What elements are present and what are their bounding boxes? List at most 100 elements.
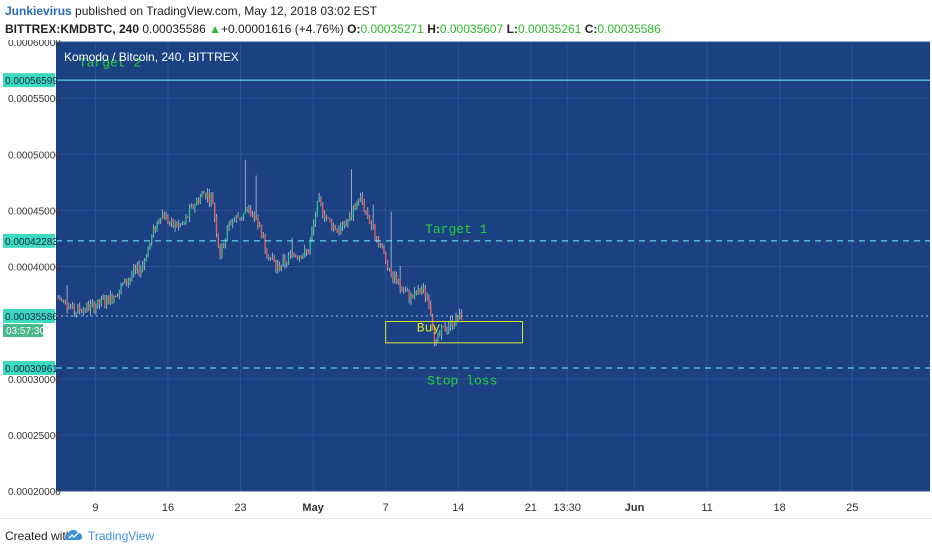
candle-body bbox=[205, 192, 207, 199]
candle-body bbox=[424, 287, 427, 298]
symbol-label: BITTREX:KMDBTC, 240 bbox=[5, 22, 140, 36]
candle-body bbox=[221, 243, 223, 258]
candle-body bbox=[273, 258, 275, 262]
time-axis[interactable] bbox=[0, 491, 932, 518]
price-tick-label: 0.00060000 bbox=[8, 40, 61, 49]
candle-body bbox=[437, 334, 439, 340]
candle-body bbox=[383, 247, 385, 253]
time-tick-label: 13:30 bbox=[553, 502, 581, 514]
candle-body bbox=[100, 298, 102, 305]
candle-body bbox=[179, 223, 182, 225]
time-tick-label: 16 bbox=[162, 502, 174, 514]
published-text: published on TradingView.com, May 12, 20… bbox=[75, 4, 378, 18]
candle-body bbox=[368, 216, 371, 223]
candle-body bbox=[170, 219, 173, 223]
candle-body bbox=[203, 192, 205, 194]
candle-body bbox=[257, 215, 259, 225]
candle-body bbox=[318, 197, 320, 201]
candle-body bbox=[69, 307, 72, 309]
candle-body bbox=[102, 298, 104, 300]
candle-body bbox=[422, 287, 425, 290]
candle-body bbox=[116, 295, 119, 297]
candle-body bbox=[395, 274, 398, 284]
candle-body bbox=[298, 256, 301, 259]
time-tick-label: Jun bbox=[625, 502, 645, 514]
candle-body bbox=[415, 291, 418, 295]
tradingview-link[interactable]: TradingView bbox=[88, 529, 155, 543]
candle-body bbox=[269, 257, 272, 259]
candle-body bbox=[435, 339, 437, 343]
candle-body bbox=[167, 215, 169, 223]
price-tick-label: 0.00020000 bbox=[8, 487, 61, 498]
price-chart[interactable]: 0.00056599 0.00042283 0.00030961 0.00035586… bbox=[0, 40, 932, 518]
countdown-text: 03:57:30 bbox=[6, 326, 45, 337]
candle-body bbox=[172, 219, 175, 228]
price-axis[interactable] bbox=[0, 42, 56, 491]
candle-body bbox=[392, 275, 394, 280]
candle-body bbox=[361, 196, 364, 203]
candle-body bbox=[377, 237, 380, 247]
candle-body bbox=[323, 214, 326, 218]
time-tick-label: 7 bbox=[383, 502, 389, 514]
candle-body bbox=[77, 306, 79, 313]
candle-body bbox=[219, 246, 221, 258]
candle-body bbox=[214, 204, 216, 218]
author-link[interactable]: Junkievirus bbox=[5, 4, 72, 18]
candle-body bbox=[329, 217, 331, 221]
candle-body bbox=[311, 230, 313, 241]
candle-body bbox=[87, 304, 90, 311]
candle-body bbox=[233, 219, 236, 221]
candle-body bbox=[232, 220, 234, 224]
candle-body bbox=[140, 268, 142, 274]
candle-body bbox=[350, 215, 353, 218]
price-label-text: 0.00042283 bbox=[5, 237, 58, 248]
horizontal-lines[interactable]: 0.00056599 0.00042283 0.00030961 0.00035586… bbox=[3, 73, 930, 375]
annotation-label: Stop loss bbox=[427, 373, 497, 388]
candle-body bbox=[401, 289, 403, 291]
candle-body bbox=[253, 214, 256, 220]
countdown-box bbox=[3, 324, 43, 338]
candle-body bbox=[73, 304, 75, 313]
candle-body bbox=[331, 220, 333, 229]
candle-body bbox=[152, 227, 155, 236]
candle-body bbox=[451, 319, 454, 327]
candle-body bbox=[264, 235, 266, 249]
candle-body bbox=[141, 265, 144, 269]
candle-body bbox=[113, 296, 115, 302]
candle-body bbox=[455, 315, 457, 325]
candle-body bbox=[419, 287, 421, 293]
candle-body bbox=[278, 264, 281, 271]
footer: Created with TradingView bbox=[0, 518, 932, 551]
candle-body bbox=[163, 213, 166, 220]
candle-body bbox=[118, 289, 120, 296]
candle-body bbox=[75, 312, 77, 314]
candle-body bbox=[386, 260, 389, 270]
candle-body bbox=[372, 223, 374, 226]
close-value: 0.00035586 bbox=[597, 22, 661, 36]
candle-body bbox=[237, 215, 239, 218]
candle-body bbox=[399, 280, 401, 290]
candle-body bbox=[224, 238, 227, 247]
candle-body bbox=[440, 326, 443, 336]
candle-body bbox=[268, 255, 270, 259]
time-tick-label: 14 bbox=[452, 502, 464, 514]
candle-body bbox=[340, 226, 342, 234]
candle-body bbox=[394, 274, 396, 280]
candle-body bbox=[259, 224, 261, 226]
tradingview-cloud-icon bbox=[65, 530, 82, 540]
price-change: +0.00001616 (+4.76%) bbox=[221, 22, 344, 36]
candle-body bbox=[246, 208, 248, 211]
candle-body bbox=[59, 298, 61, 301]
candle-body bbox=[241, 216, 243, 219]
candle-body bbox=[345, 223, 347, 226]
candle-body bbox=[228, 223, 230, 228]
candle-body bbox=[332, 225, 335, 229]
up-arrow-icon: ▲ bbox=[209, 22, 221, 36]
candle-body bbox=[334, 225, 337, 230]
candle-body bbox=[449, 319, 452, 327]
time-tick-label: 21 bbox=[525, 502, 537, 514]
candle-body bbox=[136, 265, 138, 270]
candle-body bbox=[448, 326, 450, 331]
candle-body bbox=[183, 222, 185, 224]
candle-body bbox=[223, 243, 225, 247]
